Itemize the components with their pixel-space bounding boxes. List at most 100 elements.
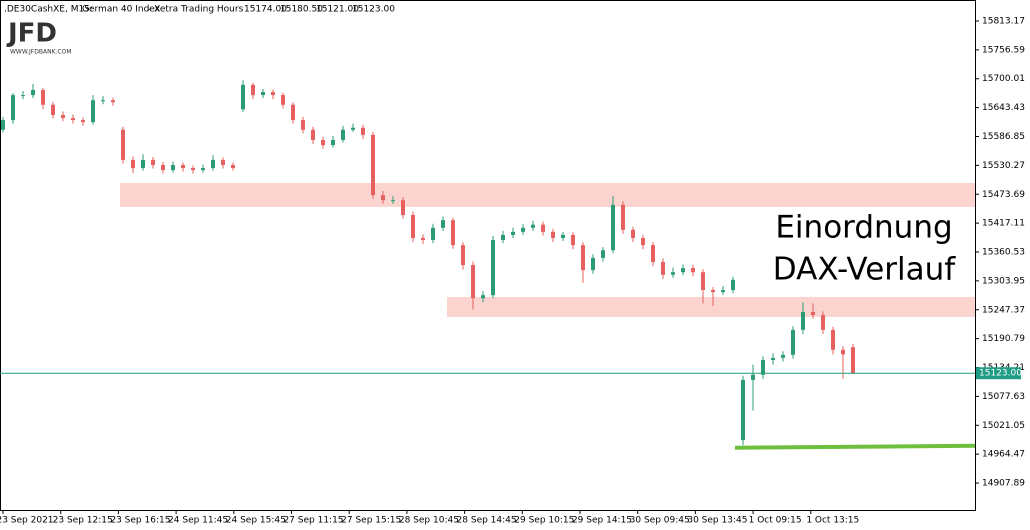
candle-body: [191, 168, 195, 171]
candle-body: [451, 220, 455, 246]
candle-body: [591, 257, 595, 271]
y-tick-label: 15247.37: [982, 305, 1025, 315]
ohlc-open: 15174.00: [244, 5, 287, 15]
candle-body: [1, 120, 5, 130]
candle-body: [261, 92, 265, 96]
candle-body: [31, 89, 35, 96]
annotation: DAX-Verlauf: [773, 252, 956, 288]
x-tick-label: 30 Sep 09:45: [630, 516, 690, 526]
x-tick-label: 1 Oct 09:15: [749, 516, 802, 526]
candle-body: [681, 268, 685, 273]
candle-body: [171, 165, 175, 171]
candle-body: [471, 265, 475, 299]
candle-body: [541, 224, 545, 232]
candle-body: [341, 129, 345, 140]
candle-body: [431, 227, 435, 241]
candle-body: [691, 268, 695, 273]
candle-body: [851, 347, 855, 374]
candle-body: [11, 95, 15, 121]
logo-url: WWW.JFDBANK.COM: [10, 49, 72, 56]
y-tick-label: 15756.59: [982, 45, 1025, 55]
price-tag: [976, 367, 1021, 380]
x-tick-label: 28 Sep 10:45: [399, 516, 459, 526]
candle-body: [551, 231, 555, 238]
candle-body: [581, 245, 585, 271]
candle-body: [521, 227, 525, 232]
x-tick-label: 23 Sep 2021: [0, 516, 54, 526]
candle-body: [411, 215, 415, 238]
x-tick-label: 30 Sep 13:45: [687, 516, 747, 526]
candle-body: [91, 100, 95, 123]
candle-body: [331, 139, 335, 146]
candle-body: [791, 329, 795, 355]
candle-body: [571, 234, 575, 246]
candle-body: [81, 120, 85, 123]
candle-body: [241, 84, 245, 110]
candle-body: [561, 234, 565, 238]
x-tick-label: 24 Sep 11:45: [168, 516, 228, 526]
candle-body: [621, 204, 625, 230]
candle-body: [601, 250, 605, 258]
candle-body: [481, 295, 485, 299]
candle-body: [781, 354, 785, 358]
plot: [1, 80, 976, 450]
candle-body: [701, 272, 705, 291]
candle-body: [631, 229, 635, 238]
y-tick-label: 15077.63: [982, 392, 1025, 402]
candle-body: [531, 224, 535, 228]
candle-body: [771, 357, 775, 360]
instrument: German 40 Index: [82, 5, 161, 15]
candle-body: [401, 200, 405, 216]
candle-body: [421, 237, 425, 241]
candle-body: [221, 159, 225, 166]
candle-body: [461, 245, 465, 266]
candle-body: [381, 195, 385, 201]
candle-body: [491, 240, 495, 296]
y-tick-label: 15303.95: [982, 276, 1025, 286]
candle-body: [211, 159, 215, 169]
candle-body: [761, 359, 765, 375]
candle-body: [181, 165, 185, 169]
y-tick-label: 15473.69: [982, 190, 1025, 200]
y-tick-label: 15530.27: [982, 161, 1025, 171]
candle-body: [841, 349, 845, 355]
symbol: .DE30CashXE, M15:: [4, 5, 93, 15]
ohlc-low: 15121.00: [316, 5, 359, 15]
candle-body: [231, 165, 235, 169]
x-tick-label: 1 Oct 13:15: [806, 516, 859, 526]
x-tick-label: 27 Sep 15:15: [341, 516, 401, 526]
candle-body: [101, 100, 105, 102]
support-line: [734, 443, 976, 450]
candle-body: [321, 139, 325, 146]
candle-body: [721, 290, 725, 293]
candle-body: [111, 100, 115, 103]
x-tick-label: 29 Sep 14:15: [572, 516, 632, 526]
candle-body: [811, 311, 815, 316]
x-tick-label: 28 Sep 14:45: [457, 516, 517, 526]
candle-body: [271, 92, 275, 96]
plot-frame: [0, 0, 976, 511]
y-tick-label: 14964.47: [982, 450, 1025, 460]
candle-body: [641, 237, 645, 246]
candle-body: [71, 118, 75, 121]
price-tag-label: 15123.00: [979, 369, 1022, 379]
candle-body: [711, 290, 715, 293]
candle-body: [371, 134, 375, 196]
candle-body: [351, 127, 355, 130]
session: - Xetra Trading Hours: [148, 5, 244, 15]
ohlc-close: 15123.00: [352, 5, 395, 15]
candle-body: [161, 165, 165, 171]
candle-body: [121, 129, 125, 160]
y-tick-label: 15813.17: [982, 16, 1025, 26]
candle-body: [51, 104, 55, 115]
x-tick-label: 23 Sep 16:15: [110, 516, 170, 526]
candle-body: [281, 95, 285, 105]
candle-body: [731, 279, 735, 291]
x-tick-label: 24 Sep 15:45: [226, 516, 286, 526]
ohlc-high: 15180.50: [280, 5, 323, 15]
candle-body: [391, 200, 395, 202]
candle-body: [61, 114, 65, 119]
x-tick-label: 29 Sep 10:15: [514, 516, 574, 526]
candle-body: [21, 95, 25, 97]
